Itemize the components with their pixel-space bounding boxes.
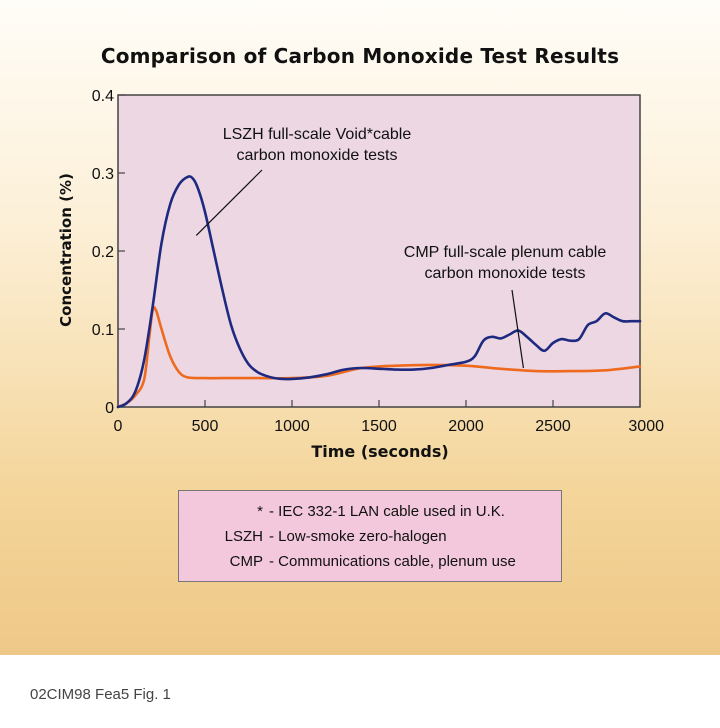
y-axis-ticks: 0 0.1 0.2 0.3 0.4 xyxy=(92,88,125,417)
series-layer xyxy=(116,175,642,409)
x-tick-label: 2000 xyxy=(448,418,484,435)
legend-description: - Low-smoke zero-halogen xyxy=(269,528,447,545)
chart-title: Comparison of Carbon Monoxide Test Resul… xyxy=(100,44,620,68)
y-tick-label: 0.4 xyxy=(92,88,114,105)
series-line-lszh xyxy=(116,175,642,409)
annotation-lszh-line-1: LSZH full-scale Void*cable xyxy=(222,126,412,143)
legend-row-asterisk: * - IEC 332-1 LAN cable used in U.K. xyxy=(179,503,563,525)
legend-description: - Communications cable, plenum use xyxy=(269,553,516,570)
legend-description: - IEC 332-1 LAN cable used in U.K. xyxy=(269,503,505,520)
x-tick-label: 1500 xyxy=(361,418,397,435)
x-axis-ticks: 0 500 1000 1500 2000 2500 3000 xyxy=(114,400,664,435)
annotation-cmp-line-1: CMP full-scale plenum cable xyxy=(403,244,607,261)
annotation-cmp-line-2: carbon monoxide tests xyxy=(424,265,586,282)
y-tick-label: 0.2 xyxy=(92,244,114,261)
x-tick-label: 2500 xyxy=(535,418,571,435)
leader-line-lszh xyxy=(195,169,263,236)
y-axis-label: Concentration (%) xyxy=(57,173,75,327)
x-tick-label: 1000 xyxy=(274,418,310,435)
legend-row-lszh: LSZH - Low-smoke zero-halogen xyxy=(179,528,563,550)
y-tick-label: 0.3 xyxy=(92,166,114,183)
legend-key: * xyxy=(257,503,263,520)
x-axis-label: Time (seconds) xyxy=(311,442,449,461)
annotation-lszh: LSZH full-scale Void*cable carbon monoxi… xyxy=(192,124,442,166)
legend-key: LSZH xyxy=(224,528,263,545)
legend-key: CMP xyxy=(229,553,263,570)
annotation-leaders xyxy=(195,169,525,369)
figure-panel: Comparison of Carbon Monoxide Test Resul… xyxy=(0,0,720,655)
figure-caption: 02CIM98 Fea5 Fig. 1 xyxy=(30,686,171,703)
x-tick-label: 3000 xyxy=(628,418,664,435)
legend-box: * - IEC 332-1 LAN cable used in U.K. LSZ… xyxy=(178,490,562,582)
annotation-lszh-line-2: carbon monoxide tests xyxy=(236,147,398,164)
annotation-cmp: CMP full-scale plenum cable carbon monox… xyxy=(360,242,650,284)
leader-line-cmp xyxy=(511,289,525,369)
legend-row-cmp: CMP - Communications cable, plenum use xyxy=(179,553,563,575)
plot-area xyxy=(117,94,641,408)
x-tick-label: 0 xyxy=(114,418,123,435)
chart-canvas: 0 0.1 0.2 0.3 0.4 0 500 1000 1500 2000 2500 3000 xyxy=(92,88,664,435)
y-tick-label: 0.1 xyxy=(92,322,114,339)
x-tick-label: 500 xyxy=(192,418,219,435)
y-tick-label: 0 xyxy=(105,400,114,417)
